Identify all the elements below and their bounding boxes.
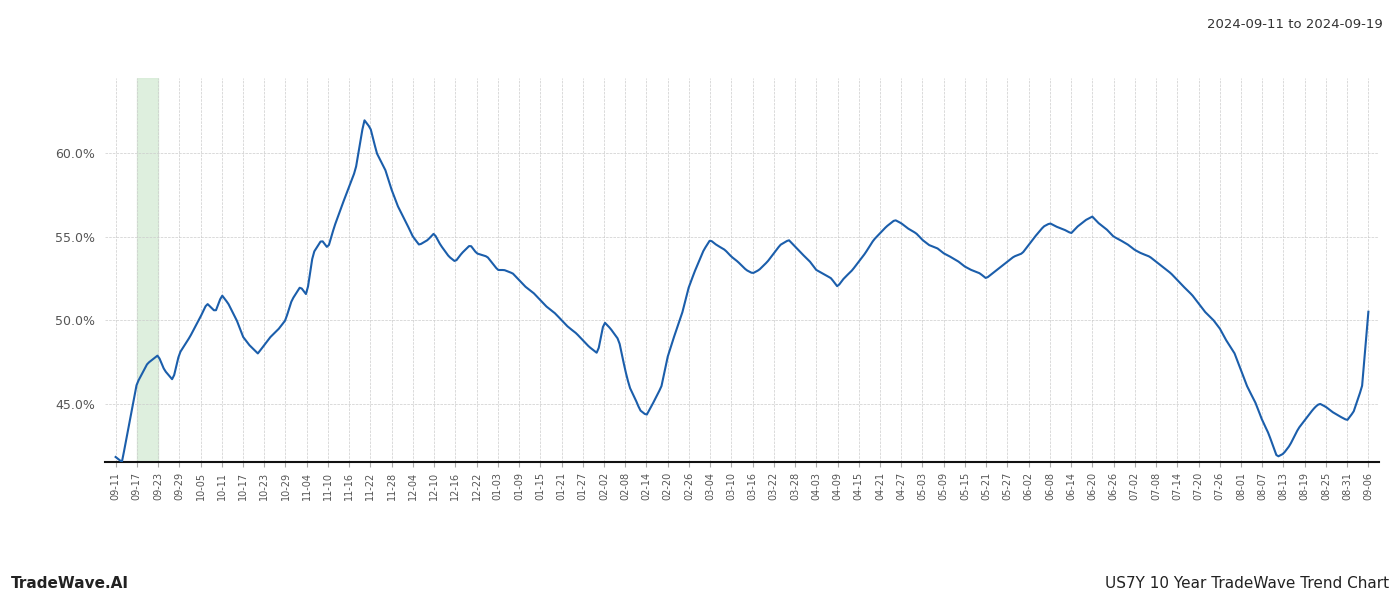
Text: 2024-09-11 to 2024-09-19: 2024-09-11 to 2024-09-19 — [1207, 18, 1383, 31]
Text: TradeWave.AI: TradeWave.AI — [11, 576, 129, 591]
Bar — [137, 78, 158, 462]
Text: US7Y 10 Year TradeWave Trend Chart: US7Y 10 Year TradeWave Trend Chart — [1105, 576, 1389, 591]
